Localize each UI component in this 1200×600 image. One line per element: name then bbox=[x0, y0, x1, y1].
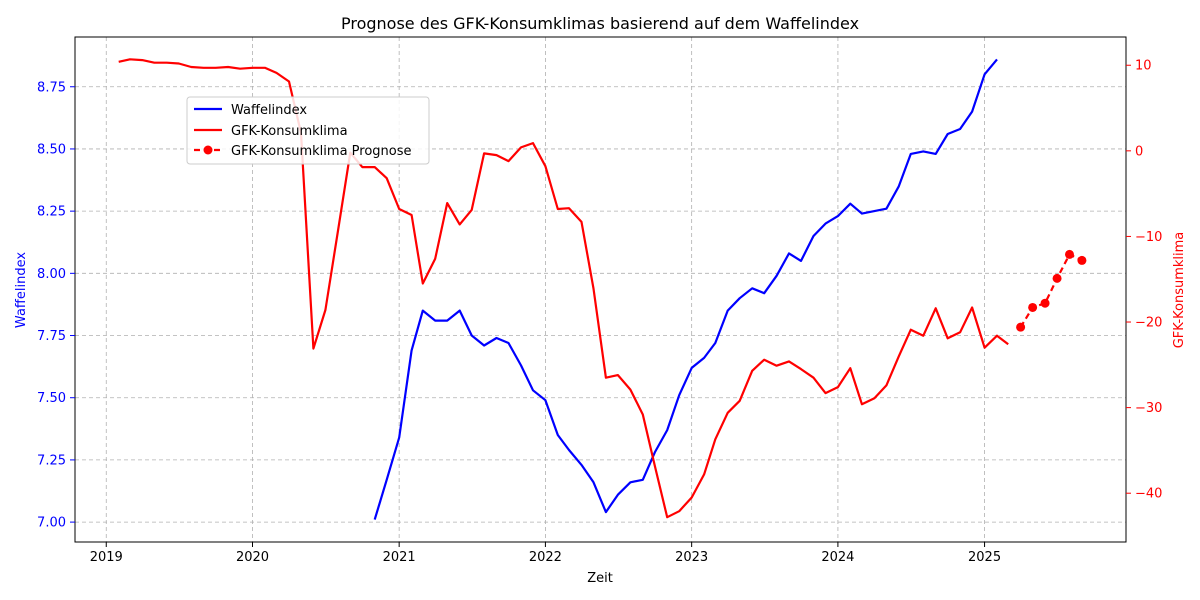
y-right-tick-label: 10 bbox=[1135, 59, 1152, 74]
x-tick-label: 2019 bbox=[90, 550, 123, 565]
legend-prognose-label: GFK-Konsumklima Prognose bbox=[231, 144, 412, 159]
y-right-tick-label: −30 bbox=[1135, 401, 1162, 416]
x-tick-label: 2025 bbox=[968, 550, 1001, 565]
y-left-tick-label: 7.75 bbox=[37, 329, 66, 344]
y-right-tick-label: −10 bbox=[1135, 230, 1162, 245]
y-left-tick-label: 8.25 bbox=[37, 205, 66, 220]
legend-frame bbox=[186, 96, 430, 165]
plot-frame bbox=[74, 36, 1127, 543]
prognose-point bbox=[1040, 298, 1050, 308]
y-left-tick-label: 7.25 bbox=[37, 453, 66, 468]
chart-title: Prognose des GFK-Konsumklimas basierend … bbox=[341, 14, 859, 33]
y-right-tick-label: −40 bbox=[1135, 487, 1162, 502]
prognose-point bbox=[1065, 249, 1075, 259]
prognose-point bbox=[1016, 322, 1026, 332]
grid bbox=[75, 37, 1126, 542]
legend-gfk-label: GFK-Konsumklima bbox=[231, 124, 348, 139]
y-left-tick-label: 8.50 bbox=[37, 142, 66, 157]
y-left-tick-label: 7.50 bbox=[37, 391, 66, 406]
x-tick-label: 2024 bbox=[821, 550, 854, 565]
prognose-point bbox=[1052, 273, 1062, 283]
y-axis-left-title: Waffelindex bbox=[14, 252, 29, 328]
y-right-tick-label: −20 bbox=[1135, 316, 1162, 331]
x-tick-label: 2023 bbox=[675, 550, 708, 565]
y-left-tick-label: 8.75 bbox=[37, 80, 66, 95]
gfk-prognose-line bbox=[1019, 253, 1083, 328]
legend-prognose-marker bbox=[203, 145, 213, 155]
prognose-point bbox=[1028, 302, 1038, 312]
series-layer bbox=[118, 58, 1087, 520]
x-tick-label: 2020 bbox=[236, 550, 269, 565]
legend: Waffelindex GFK-Konsumklima GFK-Konsumkl… bbox=[186, 96, 430, 165]
x-tick-label: 2022 bbox=[529, 550, 562, 565]
gfk-konsumklima-line bbox=[118, 58, 1009, 519]
x-tick-label: 2021 bbox=[383, 550, 416, 565]
x-axis-title: Zeit bbox=[587, 571, 613, 586]
y-axis-right-title: GFK-Konsumklima bbox=[1172, 232, 1187, 349]
prognose-point bbox=[1077, 255, 1087, 265]
legend-waffelindex-label: Waffelindex bbox=[231, 103, 307, 118]
waffelindex-line bbox=[373, 58, 998, 520]
y-right-tick-label: 0 bbox=[1135, 144, 1143, 159]
y-left-tick-label: 7.00 bbox=[37, 516, 66, 531]
y-left-tick-label: 8.00 bbox=[37, 267, 66, 282]
axes: 2019 2020 2021 2022 2023 2024 2025 7.00 7.25 7.50… bbox=[37, 59, 1162, 565]
